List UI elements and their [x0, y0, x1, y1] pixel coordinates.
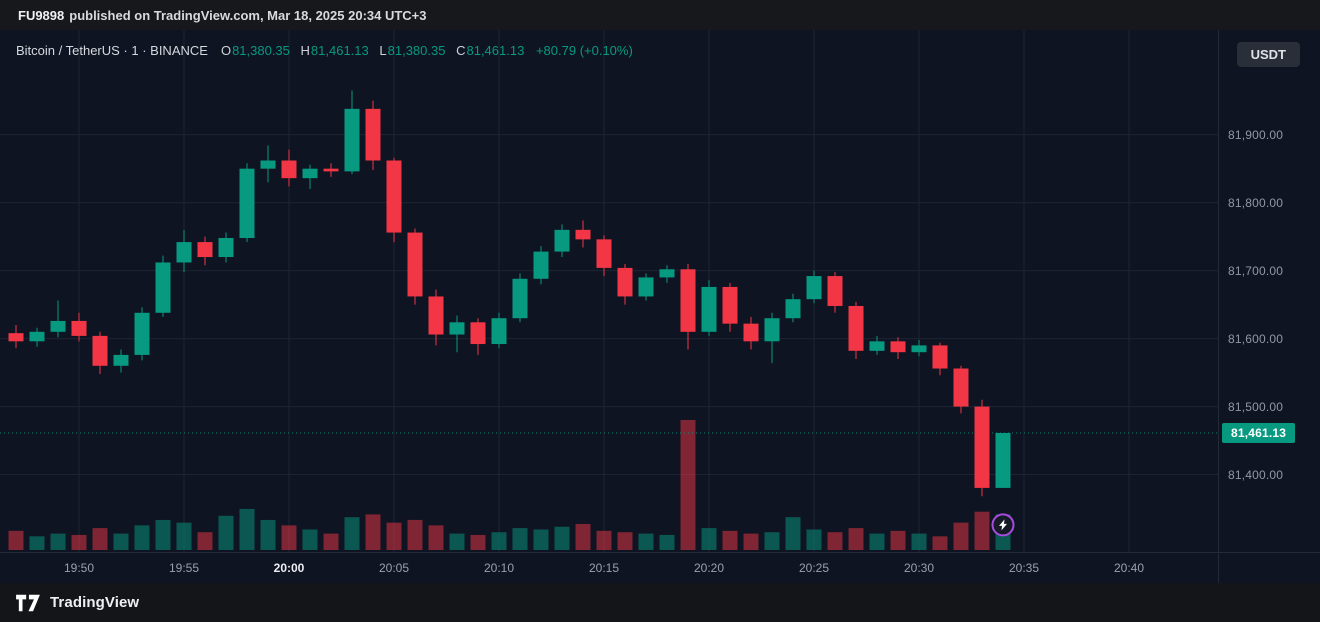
close-value: 81,461.13 [466, 43, 525, 58]
tradingview-wordmark[interactable]: TradingView [50, 594, 140, 611]
time-axis-label: 20:40 [1113, 561, 1145, 575]
open-label: O [220, 43, 232, 58]
price-axis-label: 81,500.00 [1228, 399, 1284, 414]
time-axis[interactable]: 19:50 19:55 20:00 20:05 20:10 20:15 20:20 20:25… [0, 552, 1320, 583]
last-price-badge: 81,461.13 [1222, 422, 1296, 443]
price-axis-label: 81,900.00 [1228, 127, 1284, 142]
time-axis-label: 20:20 [693, 561, 725, 575]
low-value: 81,380.35 [387, 43, 446, 58]
publisher-name: FU9898 [18, 7, 65, 23]
price-axis-label: 81,700.00 [1228, 263, 1284, 278]
time-axis-label: 20:15 [588, 561, 620, 575]
price-axis-label: 81,600.00 [1228, 331, 1284, 346]
symbol-ohlc-header: Bitcoin / TetherUS · 1 · BINANCE O81,380… [16, 43, 633, 58]
ohlc-values: O81,380.35 H81,461.13 L81,380.35 C81,461… [214, 43, 633, 58]
low-label: L [379, 43, 387, 58]
high-label: H [300, 43, 310, 58]
time-axis-label: 19:55 [168, 561, 200, 575]
tradingview-logo-icon[interactable] [14, 592, 42, 614]
high-value: 81,461.13 [310, 43, 369, 58]
chart-panel: Bitcoin / TetherUS · 1 · BINANCE O81,380… [0, 30, 1320, 583]
change-value: +80.79 (+0.10%) [535, 43, 633, 58]
price-axis-label: 81,400.00 [1228, 467, 1284, 482]
symbol-title[interactable]: Bitcoin / TetherUS · 1 · BINANCE [16, 43, 208, 58]
time-axis-label: 20:10 [483, 561, 515, 575]
open-value: 81,380.35 [232, 43, 290, 58]
price-axis-label: 81,800.00 [1228, 195, 1284, 210]
flash-icon[interactable] [991, 513, 1015, 537]
time-axis-label: 20:25 [798, 561, 830, 575]
time-axis-label: 19:50 [63, 561, 95, 575]
footer-bar: TradingView [0, 583, 1320, 622]
time-axis-label: 20:30 [903, 561, 935, 575]
publish-info: published on TradingView.com, Mar 18, 20… [69, 7, 427, 23]
currency-toggle-button[interactable]: USDT [1236, 42, 1300, 67]
close-label: C [456, 43, 466, 58]
candlestick-chart[interactable] [0, 30, 1218, 553]
time-axis-label: 20:00 [273, 561, 305, 575]
time-axis-label: 20:35 [1008, 561, 1040, 575]
time-axis-label: 20:05 [378, 561, 410, 575]
price-axis[interactable]: 81,461.13 81,900.00 81,800.00 81,700.00 81,… [1218, 30, 1320, 583]
publish-header: FU9898 published on TradingView.com, Mar… [0, 0, 1320, 30]
